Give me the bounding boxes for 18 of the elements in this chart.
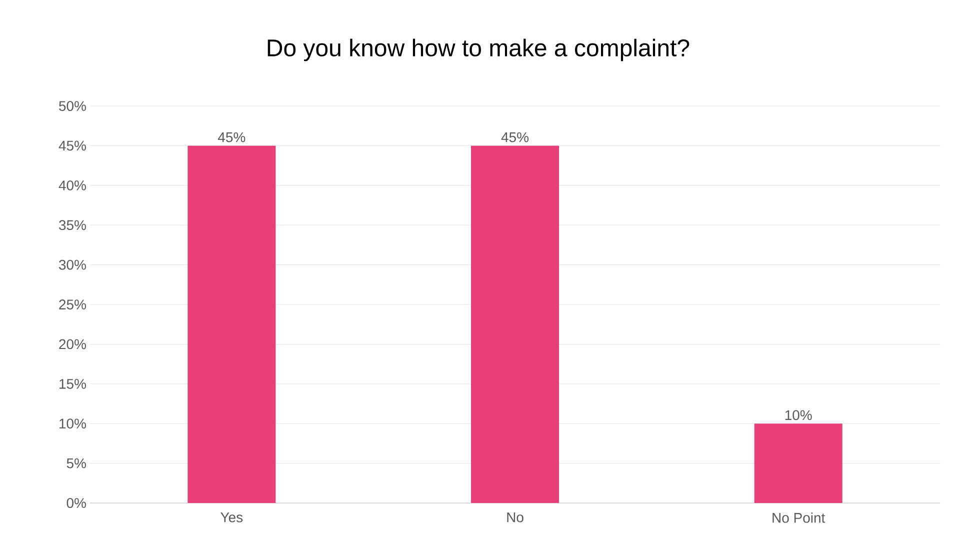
data-label: 10%	[785, 410, 812, 420]
y-tick-label: 0%	[66, 498, 86, 508]
y-tick-label: 15%	[60, 378, 86, 389]
x-tick-label: Yes	[220, 512, 243, 522]
y-tick-label: 5%	[66, 458, 86, 468]
data-label: 45%	[501, 132, 529, 142]
y-tick-label: 45%	[58, 140, 86, 151]
y-tick-label: 30%	[58, 260, 86, 270]
y-tick-label: 50%	[59, 101, 86, 111]
data-label: 45%	[218, 132, 246, 142]
y-tick-label: 20%	[59, 339, 86, 350]
y-tick-label: 25%	[59, 300, 86, 310]
x-tick-label: No Point	[772, 512, 826, 523]
chart-title: Do you know how to make a complaint?	[268, 38, 690, 62]
y-tick-label: 40%	[58, 180, 86, 190]
y-tick-label: 10%	[60, 418, 86, 429]
y-tick-label: 35%	[58, 220, 86, 230]
x-tick-label: No	[507, 512, 524, 522]
